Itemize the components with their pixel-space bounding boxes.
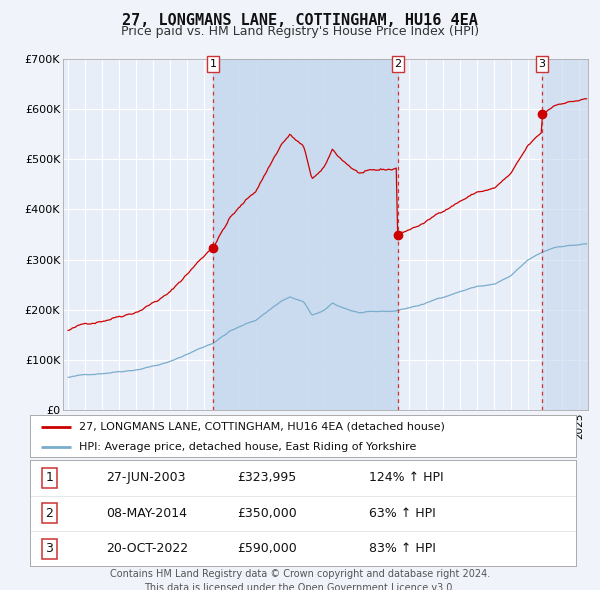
Text: 27, LONGMANS LANE, COTTINGHAM, HU16 4EA: 27, LONGMANS LANE, COTTINGHAM, HU16 4EA <box>122 13 478 28</box>
Text: 3: 3 <box>538 59 545 69</box>
Bar <box>213 59 398 410</box>
Text: 3: 3 <box>45 542 53 555</box>
Text: 2: 2 <box>45 507 53 520</box>
Text: Contains HM Land Registry data © Crown copyright and database right 2024.
This d: Contains HM Land Registry data © Crown c… <box>110 569 490 590</box>
Text: 83% ↑ HPI: 83% ↑ HPI <box>368 542 436 555</box>
Text: HPI: Average price, detached house, East Riding of Yorkshire: HPI: Average price, detached house, East… <box>79 442 416 451</box>
Text: £350,000: £350,000 <box>238 507 297 520</box>
Text: 08-MAY-2014: 08-MAY-2014 <box>106 507 187 520</box>
Bar <box>542 59 588 410</box>
Text: Price paid vs. HM Land Registry's House Price Index (HPI): Price paid vs. HM Land Registry's House … <box>121 25 479 38</box>
Text: 27, LONGMANS LANE, COTTINGHAM, HU16 4EA (detached house): 27, LONGMANS LANE, COTTINGHAM, HU16 4EA … <box>79 422 445 432</box>
Text: £590,000: £590,000 <box>238 542 297 555</box>
Text: 2: 2 <box>395 59 401 69</box>
Text: £323,995: £323,995 <box>238 471 297 484</box>
Text: 63% ↑ HPI: 63% ↑ HPI <box>368 507 435 520</box>
Text: 1: 1 <box>209 59 217 69</box>
Text: 124% ↑ HPI: 124% ↑ HPI <box>368 471 443 484</box>
Text: 27-JUN-2003: 27-JUN-2003 <box>106 471 186 484</box>
Text: 1: 1 <box>45 471 53 484</box>
Text: 20-OCT-2022: 20-OCT-2022 <box>106 542 188 555</box>
